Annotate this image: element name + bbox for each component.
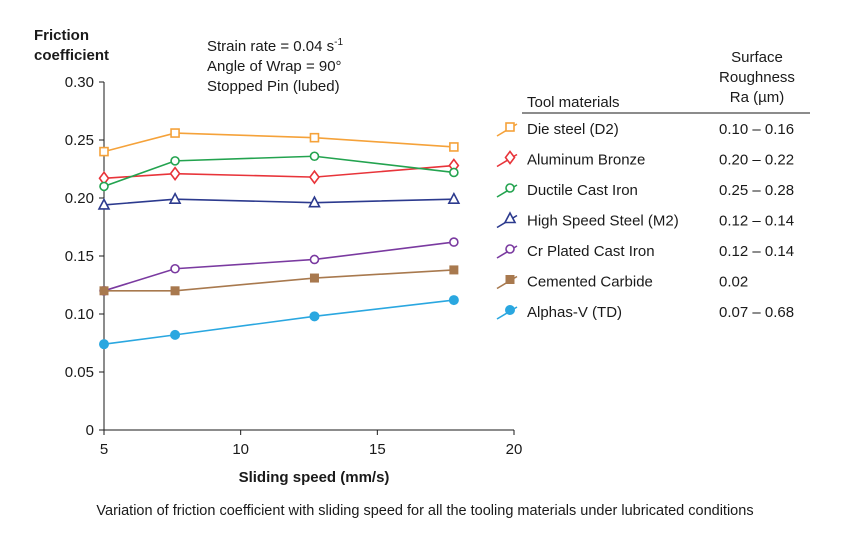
series-2 (99, 151, 459, 192)
roughness-header-line3: Ra (µm) (730, 89, 784, 106)
data-point (170, 263, 180, 274)
series-line (103, 241, 454, 292)
legend-label: Alphas-V (TD) (527, 304, 622, 321)
x-ticks: 5 10 15 20 (100, 430, 523, 458)
y-tick-label: 0.20 (65, 190, 94, 207)
data-point (169, 166, 181, 181)
series-4 (99, 237, 459, 296)
data-point (99, 339, 109, 350)
y-tick-label: 0.15 (65, 248, 94, 265)
figure-caption: Variation of friction coefficient with s… (96, 503, 754, 519)
legend-label: Aluminum Bronze (527, 152, 645, 169)
legend-roughness: 0.12 – 0.14 (719, 243, 794, 260)
series-line (103, 132, 454, 153)
legend-marker (504, 150, 516, 165)
data-point (308, 195, 321, 208)
data-point (448, 295, 459, 306)
data-point (309, 151, 320, 162)
data-point (447, 191, 461, 204)
legend-item: Cr Plated Cast Iron 0.12 – 0.14 (496, 243, 794, 260)
legend-roughness: 0.10 – 0.16 (719, 121, 794, 138)
series-line (103, 299, 454, 345)
legend-item: Alphas-V (TD) 0.07 – 0.68 (496, 304, 794, 321)
data-point (168, 191, 182, 204)
data-point (170, 329, 181, 340)
x-tick-label: 20 (506, 441, 523, 458)
data-point (99, 286, 109, 296)
legend-header: Tool materials (527, 94, 620, 111)
legend-label: Ductile Cast Iron (527, 182, 638, 199)
angle-note: Angle of Wrap = 90° (207, 58, 342, 75)
roughness-header-line1: Surface (731, 49, 783, 66)
legend-item: Aluminum Bronze 0.20 – 0.22 (496, 150, 794, 169)
legend-marker (505, 122, 515, 132)
friction-chart: Friction coefficient Strain rate = 0.04 … (34, 27, 810, 486)
data-point (170, 128, 180, 138)
legend-roughness: 0.07 – 0.68 (719, 304, 794, 321)
series-1 (98, 158, 460, 186)
x-axis-label: Sliding speed (mm/s) (239, 469, 390, 486)
legend-item: Die steel (D2) 0.10 – 0.16 (496, 121, 794, 138)
y-axis-label-line2: coefficient (34, 47, 109, 64)
data-point (309, 311, 320, 322)
y-tick-label: 0.30 (65, 74, 94, 91)
data-point (449, 142, 459, 152)
series-line (104, 269, 454, 292)
y-ticks: 0 0.05 0.10 0.15 0.20 0.25 0.30 (65, 74, 104, 439)
data-point (309, 254, 320, 265)
series-0 (99, 128, 459, 157)
legend-roughness: 0.12 – 0.14 (719, 213, 794, 230)
data-point (99, 181, 109, 192)
x-tick-label: 5 (100, 441, 108, 458)
data-point (170, 156, 180, 166)
x-tick-label: 10 (232, 441, 249, 458)
series-line (103, 198, 454, 206)
y-tick-label: 0.10 (65, 306, 94, 323)
legend-item: Cemented Carbide 0.02 (496, 274, 748, 291)
y-tick-label: 0 (86, 422, 94, 439)
data-point (449, 167, 459, 178)
legend-roughness: 0.25 – 0.28 (719, 182, 794, 199)
legend-label: Cemented Carbide (527, 274, 653, 291)
series-line (103, 164, 454, 180)
legend-roughness: 0.02 (719, 274, 748, 291)
legend-label: High Speed Steel (M2) (527, 213, 679, 230)
series-layer (97, 128, 461, 350)
roughness-header-line2: Roughness (719, 69, 795, 86)
legend-marker (503, 211, 517, 224)
y-tick-label: 0.25 (65, 132, 94, 149)
pin-note: Stopped Pin (lubed) (207, 78, 340, 95)
legend: Tool materials Surface Roughness Ra (µm)… (496, 49, 810, 321)
legend-marker (505, 275, 515, 284)
legend-item: High Speed Steel (M2) 0.12 – 0.14 (496, 211, 794, 230)
series-3 (97, 191, 461, 210)
legend-label: Cr Plated Cast Iron (527, 243, 655, 260)
data-point (99, 146, 109, 157)
legend-marker (505, 183, 515, 193)
data-point (449, 265, 459, 275)
legend-label: Die steel (D2) (527, 121, 619, 138)
data-point (309, 273, 319, 283)
data-point (449, 237, 459, 247)
legend-item: Ductile Cast Iron 0.25 – 0.28 (496, 182, 794, 199)
legend-marker (505, 305, 515, 315)
y-axis-label-line1: Friction (34, 27, 89, 44)
series-5 (99, 265, 459, 296)
series-line (103, 155, 454, 188)
x-tick-label: 15 (369, 441, 386, 458)
data-point (97, 197, 111, 210)
legend-marker (505, 244, 515, 254)
y-tick-label: 0.05 (65, 364, 94, 381)
series-6 (99, 295, 459, 350)
legend-roughness: 0.20 – 0.22 (719, 152, 794, 169)
data-point (170, 286, 180, 296)
data-point (309, 132, 320, 143)
data-point (308, 169, 320, 185)
strain-rate-note: Strain rate = 0.04 s-1 (207, 37, 343, 55)
